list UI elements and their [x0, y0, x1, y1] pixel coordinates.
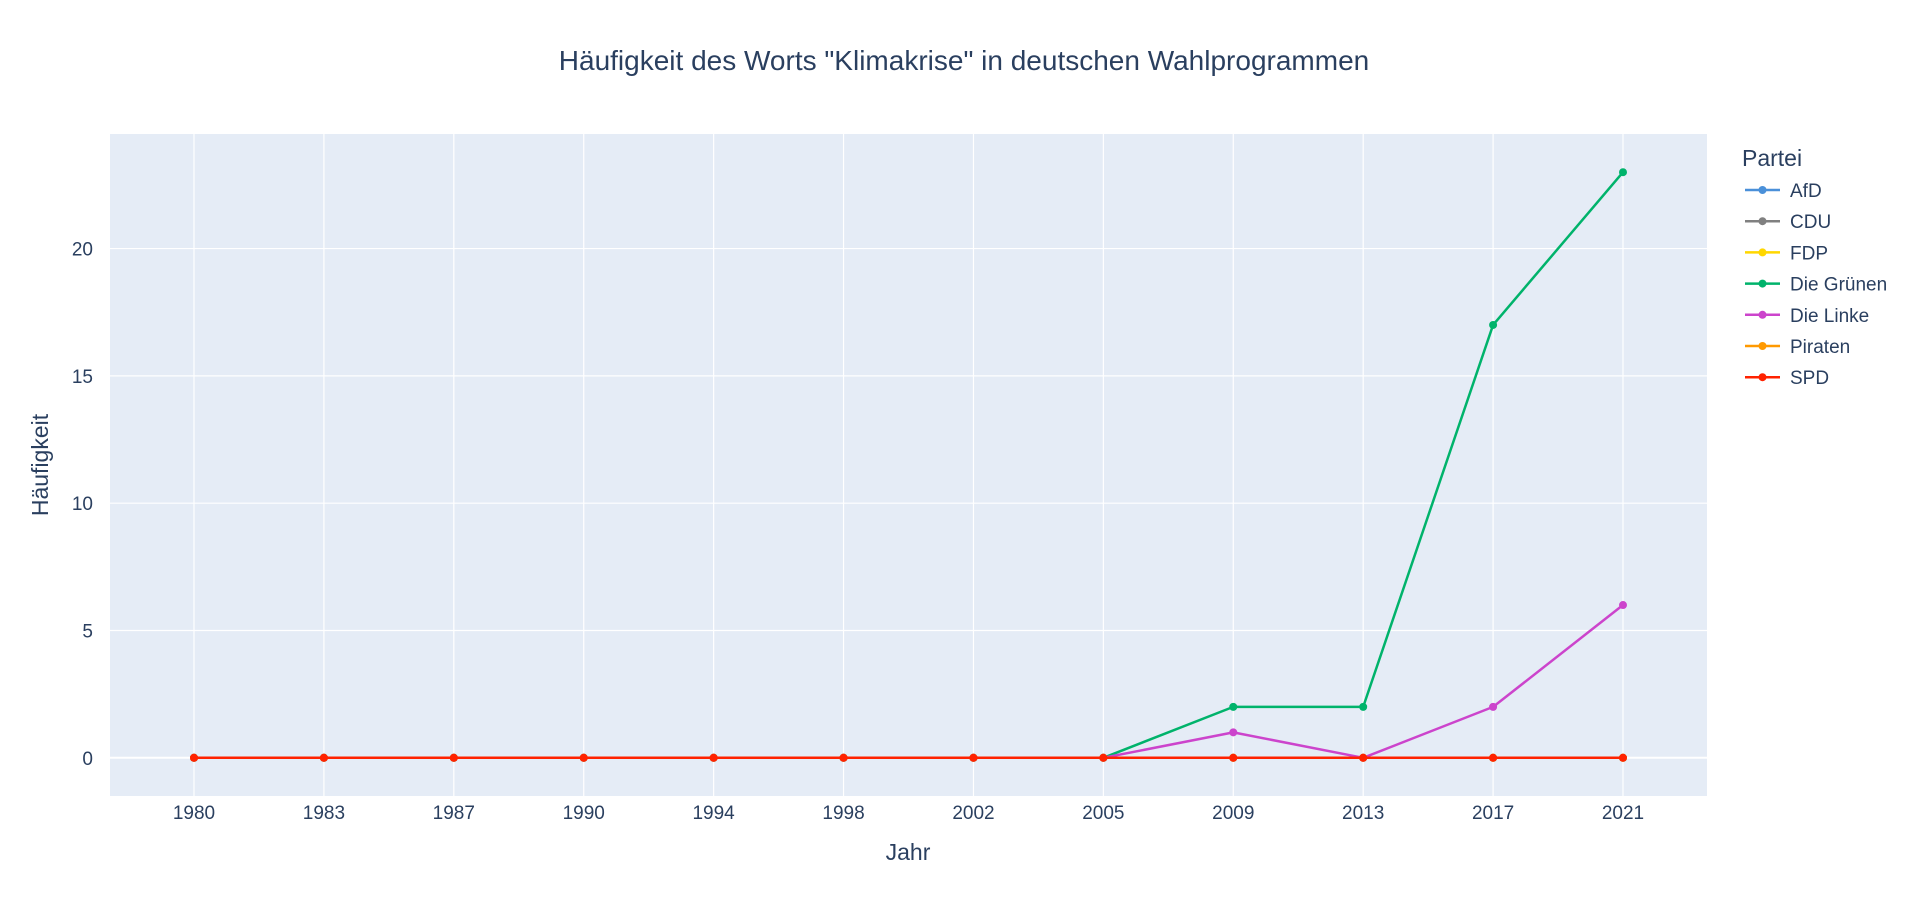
- x-tick-label: 1998: [822, 803, 864, 824]
- y-tick-label: 0: [82, 749, 93, 770]
- data-point: [579, 753, 588, 762]
- x-tick-label: 2021: [1602, 803, 1644, 824]
- data-point: [1489, 320, 1498, 329]
- series-lines: [190, 168, 1627, 762]
- legend-marker: [1758, 279, 1767, 288]
- data-point: [969, 753, 978, 762]
- legend-label: FDP: [1790, 243, 1828, 264]
- y-tick-label: 5: [82, 622, 93, 643]
- y-tick-label: 20: [72, 240, 93, 261]
- data-point: [1229, 728, 1238, 737]
- legend-title: Partei: [1742, 145, 1802, 171]
- legend-item[interactable]: FDP: [1745, 243, 1828, 264]
- data-point: [1619, 601, 1627, 610]
- data-point: [1619, 753, 1627, 762]
- data-point: [709, 753, 718, 762]
- legend-label: AfD: [1790, 181, 1822, 202]
- data-point: [839, 753, 848, 762]
- data-point: [1229, 753, 1238, 762]
- x-tick-label: 2017: [1472, 803, 1514, 824]
- data-point: [319, 753, 328, 762]
- data-point: [449, 753, 458, 762]
- legend: Partei AfD CDU FDP Die Grünen Die Linke Pirat…: [1742, 145, 1887, 389]
- data-point: [1489, 702, 1498, 711]
- x-tick-label: 1990: [563, 803, 605, 824]
- data-point: [190, 753, 198, 762]
- legend-items: AfD CDU FDP Die Grünen Die Linke Piraten SPD: [1745, 181, 1887, 389]
- x-tick-label: 2005: [1082, 803, 1124, 824]
- x-tick-label: 1983: [303, 803, 345, 824]
- legend-marker: [1758, 248, 1767, 257]
- x-axis-label: Jahr: [886, 839, 931, 865]
- legend-item[interactable]: Die Grünen: [1745, 275, 1887, 296]
- chart-title: Häufigkeit des Worts "Klimakrise" in deu…: [559, 45, 1369, 76]
- legend-item[interactable]: CDU: [1745, 212, 1831, 233]
- x-tick-label: 2013: [1342, 803, 1384, 824]
- data-point: [1619, 168, 1627, 177]
- legend-marker: [1758, 310, 1767, 319]
- y-axis-label: Häufigkeit: [27, 413, 53, 516]
- legend-label: SPD: [1790, 368, 1829, 389]
- x-axis-ticks: 1980 1983 1987 1990 1994 1998 2002 2005 2009 2013…: [173, 803, 1644, 824]
- series-spd: [190, 753, 1627, 762]
- y-tick-label: 10: [72, 494, 93, 515]
- x-tick-label: 1987: [433, 803, 475, 824]
- data-point: [1099, 753, 1108, 762]
- y-tick-label: 15: [72, 367, 93, 388]
- x-tick-label: 1980: [173, 803, 215, 824]
- x-tick-label: 1994: [692, 803, 735, 824]
- legend-marker: [1758, 217, 1767, 226]
- data-point: [1229, 702, 1238, 711]
- legend-marker: [1758, 373, 1767, 382]
- legend-item[interactable]: SPD: [1745, 368, 1829, 389]
- legend-label: Die Linke: [1790, 306, 1869, 327]
- legend-marker: [1758, 186, 1767, 194]
- legend-item[interactable]: Die Linke: [1745, 306, 1869, 327]
- x-tick-label: 2009: [1212, 803, 1254, 824]
- data-point: [1489, 753, 1498, 762]
- legend-label: Die Grünen: [1790, 275, 1887, 296]
- legend-label: Piraten: [1790, 337, 1850, 358]
- data-point: [1359, 702, 1368, 711]
- x-tick-label: 2002: [952, 803, 994, 824]
- legend-item[interactable]: Piraten: [1745, 337, 1850, 358]
- legend-marker: [1758, 342, 1767, 350]
- legend-label: CDU: [1790, 212, 1831, 233]
- data-point: [1359, 753, 1368, 762]
- legend-item[interactable]: AfD: [1745, 181, 1822, 202]
- y-axis-ticks: 0 5 10 15 20: [72, 240, 93, 770]
- plot-area: [110, 134, 1707, 796]
